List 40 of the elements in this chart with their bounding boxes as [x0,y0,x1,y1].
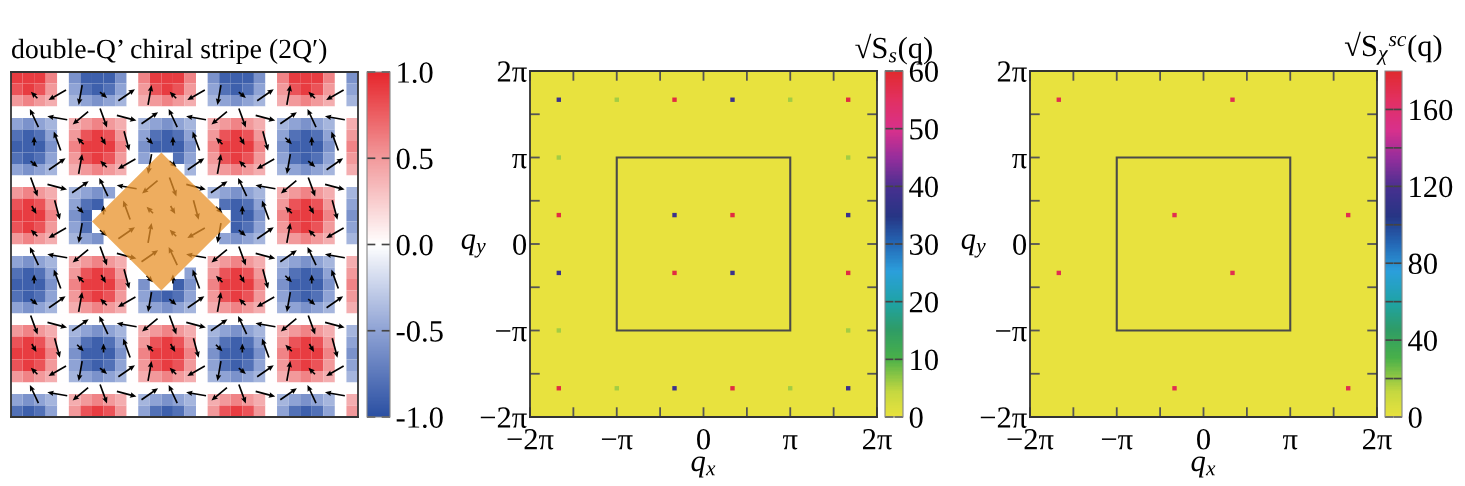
color-bar-label: 30 [910,234,938,255]
y-tick-label: 2π [497,61,527,82]
color-bar-label: 120 [1410,176,1453,198]
y-tick-label: −2π [980,407,1027,428]
y-axis-title: q$_{y}$ [961,234,986,258]
x-tick-label: −π [601,435,633,450]
y-tick-label: 0 [1013,234,1027,255]
color-bar-label: 10 [911,349,938,371]
y-tick-label: −π [496,327,527,342]
x-tick-label: 2π [862,429,892,450]
color-bar-label: 160 [1410,99,1453,121]
color-bar-label: -0.5 [396,321,443,342]
y-axis-title: q$_{y}$ [461,234,486,258]
y-tick-label: −π [996,327,1027,342]
color-bar-label: 80 [1408,253,1437,275]
y-tick-label: 2π [997,61,1027,82]
x-tick-label: π [782,435,798,450]
x-axis-title: q$_{x}$ [691,456,716,478]
x-axis-title: q$_{x}$ [1191,456,1216,478]
x-tick-label: 0 [1197,428,1210,450]
color-bar-label: 0.0 [396,234,433,256]
color-bar-label: 0 [1408,407,1422,428]
y-tick-label: −2π [480,407,527,428]
color-bar-label: 20 [909,291,938,313]
x-tick-label: 2π [1362,429,1392,450]
color-bar-label: 0 [909,407,923,428]
color-bar-label: 50 [910,118,938,140]
x-tick-label: 0 [697,428,710,450]
color-bar-label: 40 [1408,330,1437,352]
x-tick-label: π [1282,435,1298,450]
y-tick-label: π [512,154,527,169]
color-bar-title: √S$_{χ}$$^{sc}$(q) [1344,31,1442,65]
color-bar-label: 1.0 [398,62,433,84]
x-tick-label: −π [1101,435,1133,450]
color-bar-label: 0.5 [396,148,433,170]
color-bar-label: 40 [909,176,938,198]
color-bar-label: -1.0 [396,407,443,429]
chart-title: double-Q’ chiral stripe (2Q′) [12,38,327,65]
y-tick-label: π [1012,154,1027,169]
y-tick-label: 0 [513,234,527,255]
